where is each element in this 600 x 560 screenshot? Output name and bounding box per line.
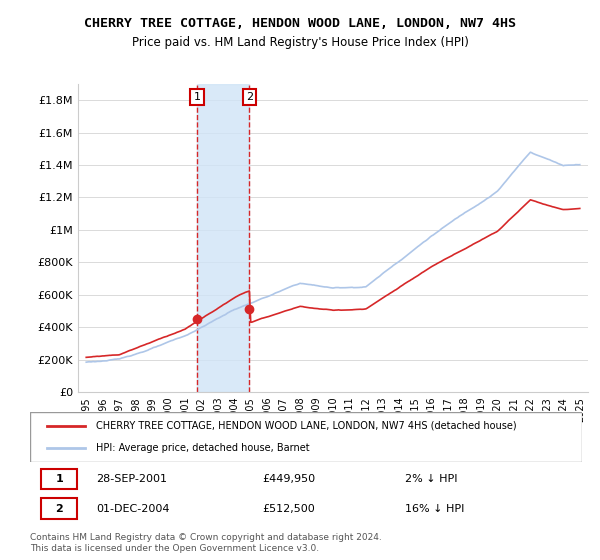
Text: 01-DEC-2004: 01-DEC-2004 <box>96 503 170 514</box>
Bar <box>197 84 250 392</box>
Text: Price paid vs. HM Land Registry's House Price Index (HPI): Price paid vs. HM Land Registry's House … <box>131 36 469 49</box>
Text: CHERRY TREE COTTAGE, HENDON WOOD LANE, LONDON, NW7 4HS: CHERRY TREE COTTAGE, HENDON WOOD LANE, L… <box>84 17 516 30</box>
Text: £449,950: £449,950 <box>262 474 315 484</box>
Text: HPI: Average price, detached house, Barnet: HPI: Average price, detached house, Barn… <box>96 443 310 453</box>
Text: 2: 2 <box>55 503 63 514</box>
Text: 1: 1 <box>55 474 63 484</box>
Text: CHERRY TREE COTTAGE, HENDON WOOD LANE, LONDON, NW7 4HS (detached house): CHERRY TREE COTTAGE, HENDON WOOD LANE, L… <box>96 421 517 431</box>
Text: 2% ↓ HPI: 2% ↓ HPI <box>406 474 458 484</box>
Text: £512,500: £512,500 <box>262 503 314 514</box>
FancyBboxPatch shape <box>30 412 582 462</box>
Text: 28-SEP-2001: 28-SEP-2001 <box>96 474 167 484</box>
FancyBboxPatch shape <box>41 498 77 519</box>
Text: Contains HM Land Registry data © Crown copyright and database right 2024.
This d: Contains HM Land Registry data © Crown c… <box>30 533 382 553</box>
FancyBboxPatch shape <box>41 469 77 489</box>
Text: 1: 1 <box>194 92 201 102</box>
Text: 16% ↓ HPI: 16% ↓ HPI <box>406 503 465 514</box>
Text: 2: 2 <box>246 92 253 102</box>
